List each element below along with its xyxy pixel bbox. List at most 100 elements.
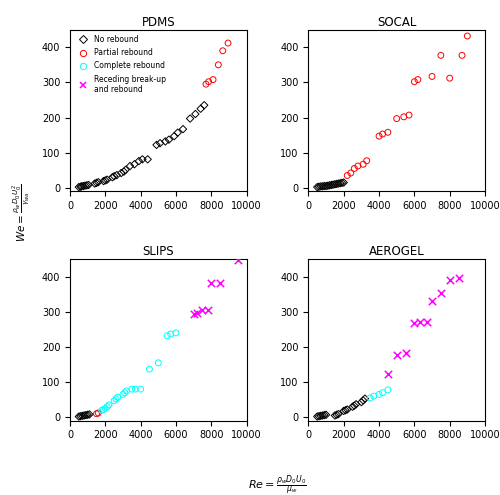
Point <box>78 183 86 191</box>
Point <box>338 179 346 187</box>
Title: SLIPS: SLIPS <box>142 245 174 258</box>
Point <box>174 129 182 137</box>
Point <box>378 389 386 396</box>
Point <box>366 394 374 402</box>
Point <box>105 401 113 409</box>
Point <box>332 411 340 419</box>
Point <box>344 172 351 180</box>
Point <box>336 179 344 187</box>
Point <box>322 411 330 419</box>
Point <box>358 398 366 406</box>
Point <box>90 180 98 188</box>
Point <box>322 182 330 190</box>
Point <box>384 370 392 378</box>
Point <box>108 173 116 181</box>
Point <box>320 182 328 190</box>
Point <box>340 407 347 415</box>
Point <box>84 181 92 189</box>
Point <box>331 411 339 419</box>
Point <box>332 180 340 188</box>
Point <box>136 385 144 393</box>
Point <box>156 139 164 147</box>
Point <box>318 411 326 419</box>
Point <box>340 179 347 187</box>
Point <box>163 332 171 340</box>
Title: AEROGEL: AEROGEL <box>369 245 424 258</box>
Point <box>119 391 127 398</box>
Point <box>384 128 392 136</box>
Point <box>315 412 323 420</box>
Point <box>317 183 325 191</box>
Point <box>464 32 471 40</box>
Point <box>313 183 321 191</box>
Point <box>83 181 91 189</box>
Title: SOCAL: SOCAL <box>377 15 416 29</box>
Point <box>75 412 83 420</box>
Point <box>100 177 108 185</box>
Point <box>114 393 122 401</box>
Point <box>102 176 110 184</box>
Point <box>326 181 334 189</box>
Point <box>392 115 400 123</box>
Point <box>130 160 138 168</box>
Point <box>202 80 210 88</box>
Point <box>165 136 173 144</box>
Point <box>186 115 194 123</box>
Point <box>437 289 445 297</box>
Point <box>348 403 356 411</box>
Point <box>219 47 227 55</box>
Point <box>375 391 383 398</box>
Point <box>334 180 342 188</box>
Point <box>204 78 212 86</box>
Point <box>172 329 180 337</box>
Point <box>208 279 216 287</box>
Point <box>117 169 125 177</box>
Point <box>138 155 146 163</box>
Point <box>344 405 351 413</box>
Point <box>350 401 358 409</box>
Point <box>98 406 106 414</box>
Point <box>152 141 160 149</box>
Point <box>446 276 454 284</box>
Point <box>378 130 386 138</box>
Point <box>329 181 337 189</box>
Point <box>375 132 383 140</box>
Point <box>92 410 100 418</box>
Point <box>324 182 332 190</box>
Point <box>359 160 367 168</box>
Text: $Re = \frac{\rho_w D_0 U_0}{\mu_w}$: $Re = \frac{\rho_w D_0 U_0}{\mu_w}$ <box>248 474 307 495</box>
Point <box>190 310 198 318</box>
Point <box>196 105 204 113</box>
Point <box>414 76 422 84</box>
Point <box>410 78 418 86</box>
Point <box>112 395 120 403</box>
Point <box>209 76 217 84</box>
Point <box>120 389 128 396</box>
Point <box>370 392 378 400</box>
Point <box>446 74 454 82</box>
Text: $We = \frac{\rho_w D_0 U_0^2}{\gamma_{wa}}$: $We = \frac{\rho_w D_0 U_0^2}{\gamma_{wa… <box>10 184 32 242</box>
Point <box>402 349 409 357</box>
Point <box>126 162 134 170</box>
Point <box>144 155 152 163</box>
Point <box>362 157 370 165</box>
Point <box>317 412 325 420</box>
Point <box>110 172 118 180</box>
Title: PDMS: PDMS <box>142 15 175 29</box>
Point <box>132 385 140 393</box>
Point <box>392 351 400 359</box>
Point <box>162 138 170 146</box>
Point <box>214 61 222 69</box>
Point <box>120 168 128 176</box>
Point <box>352 400 360 408</box>
Point <box>313 412 321 420</box>
Point <box>170 132 178 140</box>
Point <box>110 397 118 405</box>
Point <box>128 385 136 393</box>
Point <box>224 39 232 47</box>
Point <box>234 256 242 264</box>
Point <box>200 101 208 109</box>
Point <box>82 411 90 419</box>
Point <box>384 386 392 394</box>
Point <box>94 178 102 186</box>
